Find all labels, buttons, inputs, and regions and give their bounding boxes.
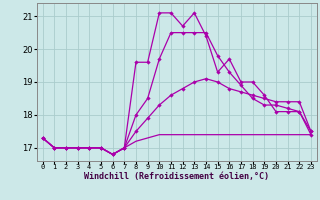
X-axis label: Windchill (Refroidissement éolien,°C): Windchill (Refroidissement éolien,°C) (84, 172, 269, 181)
